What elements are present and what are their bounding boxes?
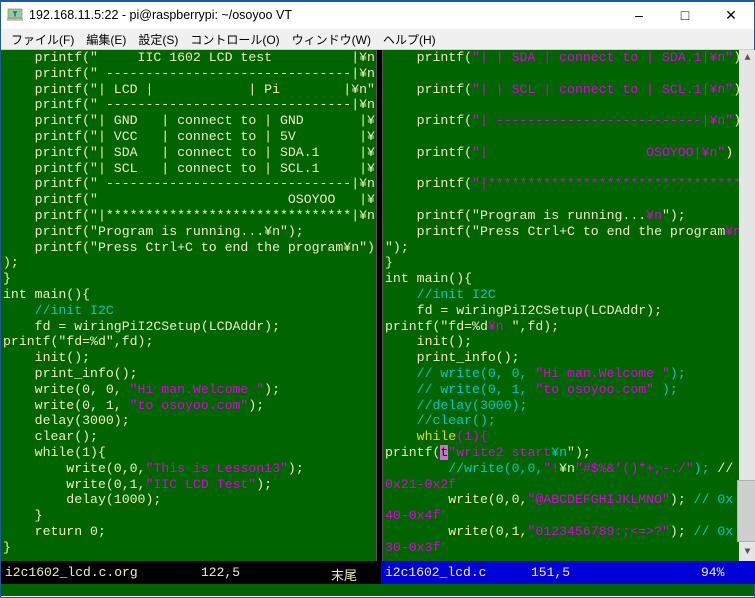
svg-text:T: T <box>13 12 18 19</box>
